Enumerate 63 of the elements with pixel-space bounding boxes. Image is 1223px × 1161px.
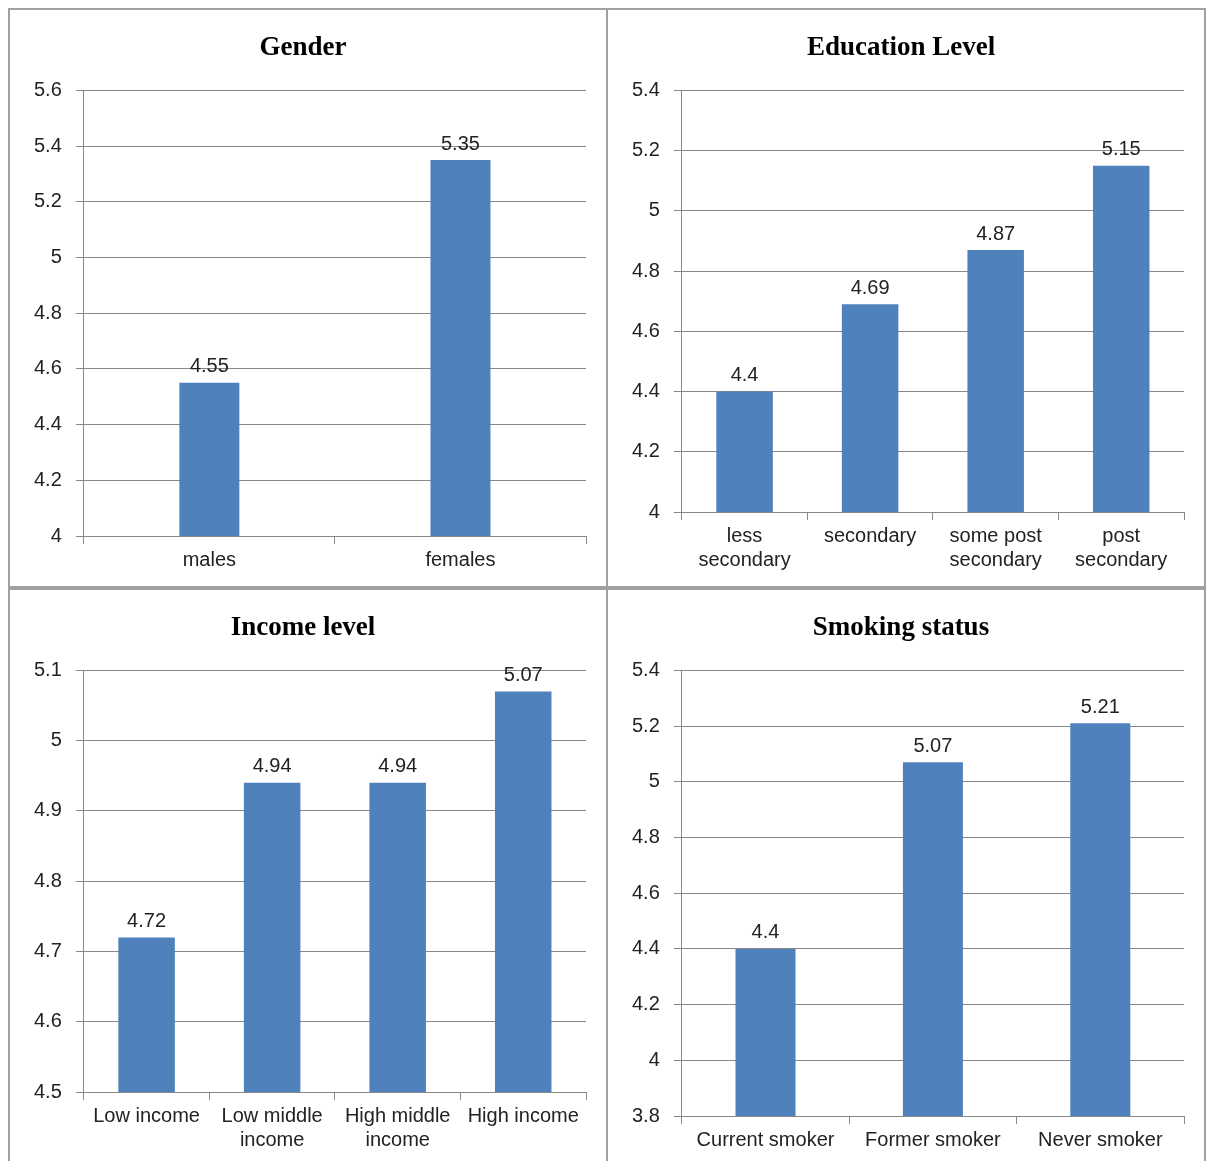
chart-title: Gender xyxy=(259,31,347,62)
y-tick-label: 4.4 xyxy=(631,936,660,959)
y-tick-label: 5.6 xyxy=(33,77,62,100)
data-label: 5.21 xyxy=(1080,694,1120,717)
y-tick-label: 4.2 xyxy=(33,467,62,490)
y-tick-label: 4.4 xyxy=(631,379,660,402)
y-tick-label: 4.6 xyxy=(33,356,62,379)
y-tick-label: 5 xyxy=(648,198,660,221)
x-tick-label: Low middle income xyxy=(221,1103,323,1150)
x-tick-label: Current smoker xyxy=(696,1127,835,1150)
data-label: 5.35 xyxy=(440,131,480,154)
y-tick-label: 5.4 xyxy=(631,657,660,680)
y-tick-label: 4.9 xyxy=(33,798,62,821)
data-label: 4.69 xyxy=(850,275,890,298)
y-tick-label: 5.2 xyxy=(33,189,62,212)
data-label: 4.55 xyxy=(189,354,229,377)
data-label: 4.87 xyxy=(976,221,1016,244)
data-label: 5.07 xyxy=(913,733,953,756)
y-tick-label: 5 xyxy=(50,728,62,751)
y-tick-label: 4.7 xyxy=(33,938,62,961)
chart-title: Education Level xyxy=(806,31,996,62)
y-tick-label: 5 xyxy=(50,245,62,268)
x-tick-label: High income xyxy=(467,1103,579,1126)
data-label: 5.07 xyxy=(503,663,543,685)
y-tick-label: 4.6 xyxy=(33,1009,62,1032)
data-label: 5.15 xyxy=(1101,137,1141,160)
x-tick-label: High middle income xyxy=(344,1103,451,1150)
y-tick-label: 4.8 xyxy=(33,868,62,891)
y-tick-label: 4.8 xyxy=(631,825,660,848)
data-label: 4.94 xyxy=(378,754,418,777)
x-tick-label: secondary xyxy=(823,523,917,546)
chart-title: Smoking status xyxy=(812,611,990,642)
y-tick-label: 4 xyxy=(648,1047,660,1070)
x-tick-label: some post secondary xyxy=(949,523,1043,570)
x-tick-label: females xyxy=(425,547,496,570)
y-tick-label: 4 xyxy=(648,499,660,522)
y-tick-label: 5 xyxy=(648,769,660,792)
y-tick-label: 4.8 xyxy=(33,300,62,323)
x-tick-label: males xyxy=(182,547,237,570)
y-tick-label: 4 xyxy=(50,523,62,546)
data-label: 4.94 xyxy=(252,754,292,777)
y-tick-label: 5.1 xyxy=(33,657,62,680)
y-tick-label: 4.2 xyxy=(631,439,660,462)
y-tick-label: 5.2 xyxy=(631,138,660,161)
y-tick-label: 4.6 xyxy=(631,318,660,341)
x-tick-label: Low income xyxy=(93,1103,200,1126)
data-label: 4.72 xyxy=(127,908,167,931)
y-tick-label: 5.4 xyxy=(33,133,62,156)
x-tick-label: post secondary xyxy=(1075,523,1168,570)
y-tick-label: 5.4 xyxy=(631,77,660,100)
y-tick-label: 5.2 xyxy=(631,713,660,736)
chart-title: Income level xyxy=(230,611,376,642)
x-tick-label: less secondary xyxy=(698,523,791,570)
x-tick-label: Never smoker xyxy=(1038,1127,1163,1150)
x-tick-label: Former smoker xyxy=(865,1127,1002,1150)
y-tick-label: 4.8 xyxy=(631,258,660,281)
data-label: 4.4 xyxy=(730,363,759,386)
y-tick-label: 4.5 xyxy=(33,1079,62,1102)
data-label: 4.4 xyxy=(751,920,780,943)
y-tick-label: 4.2 xyxy=(631,992,660,1015)
y-tick-label: 4.6 xyxy=(631,880,660,903)
y-tick-label: 3.8 xyxy=(631,1103,660,1126)
y-tick-label: 4.4 xyxy=(33,412,62,435)
